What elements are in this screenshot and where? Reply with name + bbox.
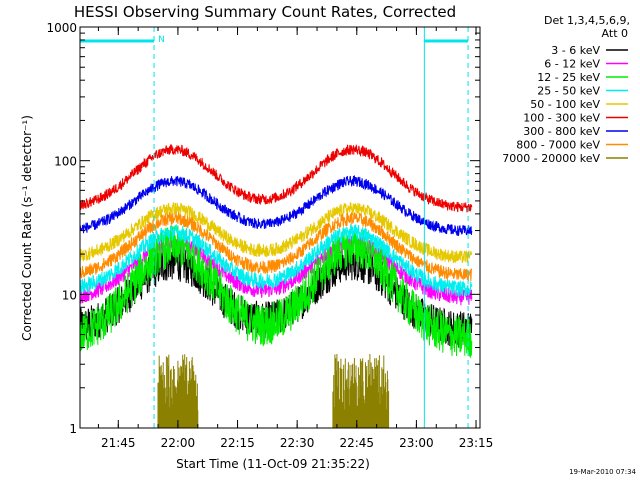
series-8 [79,211,473,282]
chart-title: HESSI Observing Summary Count Rates, Cor… [74,3,456,21]
x-tick-label-7: 23:15 [459,436,494,450]
top-bar-label: N [158,35,165,45]
x-tick-label-2: 22:00 [161,436,196,450]
legend-header-line2: Att 0 [602,27,628,40]
legend-label-3: 12 - 25 keV [537,71,600,84]
series-9-burst-2 [332,354,390,428]
x-tick-label-4: 22:30 [280,436,315,450]
series-7 [79,175,473,237]
legend-label-5: 50 - 100 keV [530,98,600,111]
legend-header-line1: Det 1,3,4,5,6,9, [544,14,630,27]
series-7-line [79,175,473,237]
legend-label-9: 7000 - 20000 keV [502,152,600,165]
timestamp: 19-Mar-2010 07:34 [569,468,636,476]
x-tick-label-5: 22:45 [339,436,374,450]
y-tick-label-4: 1000 [46,21,77,35]
plot-frame [79,26,481,429]
legend-label-4: 25 - 50 keV [537,85,600,98]
series-4-line [79,223,473,299]
y-tick-label-2: 10 [62,288,77,302]
legend-label-2: 6 - 12 keV [544,58,600,71]
series-9-burst-1 [157,354,199,428]
series-9 [157,354,390,428]
series-5-line [79,201,473,264]
y-tick-label-1: 1 [69,422,77,436]
legend-label-6: 100 - 300 keV [523,112,600,125]
y-tick-label-3: 100 [54,155,77,169]
series-4 [79,223,473,299]
series-8-line [79,211,473,282]
x-tick-label-3: 22:15 [220,436,255,450]
plot-area: N 21:45 22:00 22:15 22:30 22:45 23:00 23:15 1 10 1… [46,21,493,450]
legend-label-7: 300 - 800 keV [523,125,600,138]
series-5 [79,201,473,264]
x-axis-label: Start Time (11-Oct-09 21:35:22) [176,457,370,471]
y-axis-label: Corrected Count Rate (s⁻¹ detector⁻¹) [20,115,34,341]
series-3-line [79,225,473,358]
legend-label-8: 800 - 7000 keV [516,139,600,152]
series-6 [79,143,473,213]
x-tick-label-6: 23:00 [399,436,434,450]
series-6-line [79,143,473,213]
series-3 [79,225,473,358]
legend-label-1: 3 - 6 keV [551,44,600,57]
x-tick-label-1: 21:45 [101,436,136,450]
